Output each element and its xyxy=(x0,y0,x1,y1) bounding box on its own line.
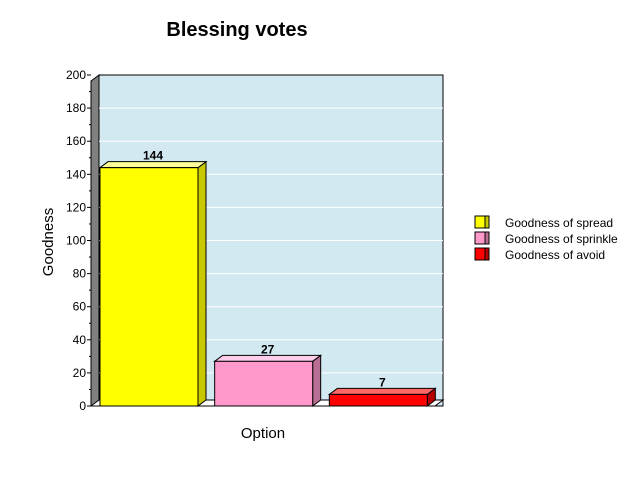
y-axis-title: Goodness xyxy=(40,208,57,276)
legend-item: Goodness of spread xyxy=(474,215,613,230)
y-tick-label: 140 xyxy=(66,167,86,181)
chart-marks: 144 27 7 xyxy=(98,149,437,407)
bar xyxy=(328,393,428,407)
legend-swatch-side xyxy=(484,247,490,261)
bar xyxy=(214,360,314,407)
legend-swatch xyxy=(474,231,486,245)
x-axis-title: Option xyxy=(241,425,285,442)
y-tick-label: 0 xyxy=(79,399,86,413)
y-tick-label: 40 xyxy=(73,333,87,347)
bar-side xyxy=(197,160,207,407)
y-tick-label: 20 xyxy=(73,366,87,380)
legend-swatch xyxy=(474,247,486,261)
bar-group: 27 xyxy=(213,342,323,407)
bar-side xyxy=(312,354,322,407)
data-label: 27 xyxy=(261,342,275,356)
y-tick-label: 200 xyxy=(66,68,86,82)
y-tick-label: 160 xyxy=(66,134,86,148)
data-label: 144 xyxy=(143,149,163,163)
legend-swatch-side xyxy=(484,215,490,229)
y-tick-label: 60 xyxy=(73,300,87,314)
y-tick-label: 80 xyxy=(73,267,87,281)
legend-label: Goodness of avoid xyxy=(505,248,605,262)
legend-item: Goodness of sprinkle xyxy=(474,231,618,246)
legend-swatch xyxy=(474,215,486,229)
data-label: 7 xyxy=(379,375,386,389)
legend: Goodness of spread Goodness of sprinkle Go… xyxy=(474,215,618,262)
y-tick-label: 180 xyxy=(66,101,86,115)
legend-swatch-side xyxy=(484,231,490,245)
y-axis-wall xyxy=(90,74,100,407)
legend-item: Goodness of avoid xyxy=(474,247,605,262)
bar-group: 7 xyxy=(327,375,437,407)
chart-title: Blessing votes xyxy=(166,19,307,41)
legend-label: Goodness of sprinkle xyxy=(505,232,618,246)
legend-label: Goodness of spread xyxy=(505,216,613,230)
y-tick-label: 120 xyxy=(66,200,86,214)
y-tick-label: 100 xyxy=(66,234,86,248)
bar xyxy=(99,167,199,407)
bar-group: 144 xyxy=(98,149,208,407)
